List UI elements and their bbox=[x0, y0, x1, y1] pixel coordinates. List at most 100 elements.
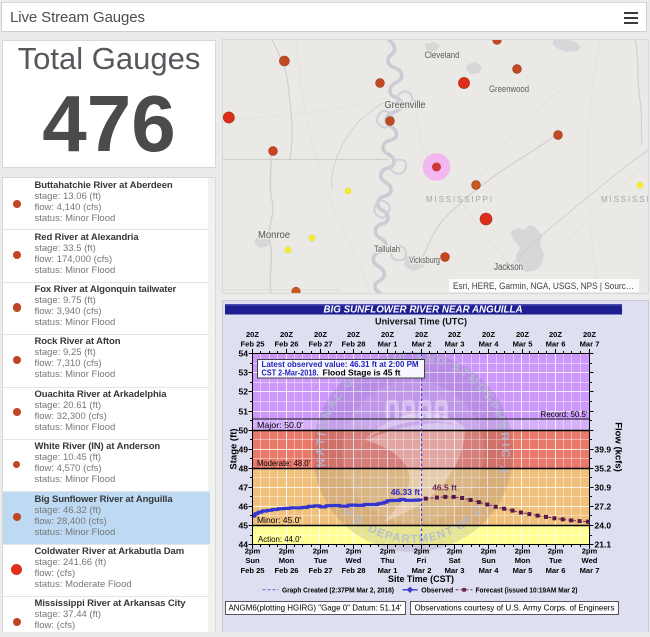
svg-text:30.9: 30.9 bbox=[595, 483, 612, 493]
svg-text:Mar 4: Mar 4 bbox=[479, 566, 500, 575]
svg-text:20Z: 20Z bbox=[347, 330, 360, 339]
svg-text:Feb 26: Feb 26 bbox=[274, 340, 298, 349]
svg-text:Vicksburg: Vicksburg bbox=[409, 255, 440, 265]
svg-text:20Z: 20Z bbox=[549, 330, 562, 339]
svg-text:Mar 2: Mar 2 bbox=[412, 340, 432, 349]
svg-text:Wed: Wed bbox=[582, 556, 598, 565]
svg-text:Mar 7: Mar 7 bbox=[580, 340, 600, 349]
svg-text:2pm: 2pm bbox=[380, 547, 396, 556]
svg-text:Site Time (CST): Site Time (CST) bbox=[388, 574, 454, 584]
svg-text:Feb 25: Feb 25 bbox=[240, 340, 265, 349]
svg-text:2pm: 2pm bbox=[582, 547, 598, 556]
svg-text:2pm: 2pm bbox=[548, 547, 564, 556]
svg-text:20Z: 20Z bbox=[280, 330, 293, 339]
svg-text:Observations courtesy of U.S.: Observations courtesy of U.S. Army Corps… bbox=[415, 604, 615, 613]
svg-text:Major: 50.0': Major: 50.0' bbox=[257, 421, 303, 430]
svg-text:ANGM6(plotting HGIRG) "Gage 0": ANGM6(plotting HGIRG) "Gage 0" Datum: 51… bbox=[229, 604, 402, 613]
svg-text:2pm: 2pm bbox=[279, 547, 295, 556]
svg-text:24.0: 24.0 bbox=[595, 521, 612, 531]
svg-text:Thu: Thu bbox=[381, 556, 395, 565]
svg-text:54: 54 bbox=[239, 349, 249, 359]
svg-text:53: 53 bbox=[239, 368, 249, 378]
svg-text:MISSISSIPPI: MISSISSIPPI bbox=[601, 195, 648, 204]
svg-text:2pm: 2pm bbox=[245, 547, 261, 556]
svg-text:20Z: 20Z bbox=[583, 330, 596, 339]
svg-text:45: 45 bbox=[239, 521, 249, 531]
svg-text:Universal Time (UTC): Universal Time (UTC) bbox=[375, 317, 467, 327]
svg-text:21.1: 21.1 bbox=[595, 540, 612, 550]
svg-text:20Z: 20Z bbox=[246, 330, 259, 339]
svg-text:Mar 1: Mar 1 bbox=[378, 566, 399, 575]
svg-text:Flow (kcfs): Flow (kcfs) bbox=[613, 422, 624, 472]
svg-text:Graph Created (2:37PM Mar 2, 2: Graph Created (2:37PM Mar 2, 2018) bbox=[282, 586, 394, 595]
svg-text:2pm: 2pm bbox=[414, 547, 430, 556]
svg-text:Sat: Sat bbox=[449, 556, 461, 565]
svg-text:Mar 5: Mar 5 bbox=[513, 340, 534, 349]
svg-text:Cleveland: Cleveland bbox=[425, 50, 460, 60]
svg-text:39.9: 39.9 bbox=[595, 445, 612, 455]
svg-text:Tue: Tue bbox=[549, 556, 562, 565]
svg-text:20Z: 20Z bbox=[516, 330, 529, 339]
svg-text:Mar 6: Mar 6 bbox=[546, 566, 566, 575]
svg-text:46.33 ft: 46.33 ft bbox=[391, 487, 420, 497]
svg-text:2pm: 2pm bbox=[515, 547, 531, 556]
svg-text:Mon: Mon bbox=[279, 556, 295, 565]
svg-text:Tue: Tue bbox=[314, 556, 327, 565]
svg-text:Jackson: Jackson bbox=[494, 261, 523, 273]
svg-text:44: 44 bbox=[239, 540, 249, 550]
svg-text:Feb 27: Feb 27 bbox=[308, 566, 332, 575]
svg-text:Wed: Wed bbox=[346, 556, 362, 565]
svg-text:Mar 2: Mar 2 bbox=[412, 566, 432, 575]
svg-text:2pm: 2pm bbox=[313, 547, 329, 556]
svg-text:46: 46 bbox=[239, 502, 249, 512]
svg-text:2pm: 2pm bbox=[481, 547, 497, 556]
svg-text:Flood Stage is 45 ft: Flood Stage is 45 ft bbox=[323, 368, 401, 377]
svg-text:MISSISSIPPI: MISSISSIPPI bbox=[426, 195, 494, 204]
svg-text:Sun: Sun bbox=[481, 556, 496, 565]
svg-text:20Z: 20Z bbox=[448, 330, 461, 339]
svg-text:Mar 3: Mar 3 bbox=[445, 340, 465, 349]
svg-text:20Z: 20Z bbox=[415, 330, 428, 339]
svg-text:Greenville: Greenville bbox=[385, 100, 426, 111]
svg-text:52: 52 bbox=[239, 387, 249, 397]
svg-text:CST 2-Mar-2018.: CST 2-Mar-2018. bbox=[262, 368, 319, 377]
svg-text:51: 51 bbox=[239, 407, 249, 417]
svg-text:Mar 4: Mar 4 bbox=[479, 340, 500, 349]
svg-text:Fri: Fri bbox=[417, 556, 427, 565]
svg-text:BIG SUNFLOWER RIVER NEAR ANGUI: BIG SUNFLOWER RIVER NEAR ANGUILLA bbox=[324, 305, 523, 316]
svg-text:20Z: 20Z bbox=[314, 330, 327, 339]
svg-text:20Z: 20Z bbox=[381, 330, 394, 339]
svg-text:Sun: Sun bbox=[245, 556, 260, 565]
svg-text:2pm: 2pm bbox=[346, 547, 362, 556]
svg-text:Feb 28: Feb 28 bbox=[341, 566, 365, 575]
svg-text:Moderate: 48.0': Moderate: 48.0' bbox=[257, 459, 310, 468]
svg-text:Observed: Observed bbox=[421, 586, 453, 595]
svg-text:Mar 3: Mar 3 bbox=[445, 566, 465, 575]
svg-text:46.5 ft: 46.5 ft bbox=[432, 483, 457, 493]
svg-text:Stage (ft): Stage (ft) bbox=[229, 428, 240, 469]
svg-text:Feb 25: Feb 25 bbox=[240, 566, 265, 575]
svg-text:Mar 1: Mar 1 bbox=[378, 340, 399, 349]
svg-text:Minor: 45.0': Minor: 45.0' bbox=[257, 516, 301, 525]
svg-text:49: 49 bbox=[239, 445, 249, 455]
svg-text:48: 48 bbox=[239, 464, 249, 474]
svg-text:Action: 44.0': Action: 44.0' bbox=[258, 535, 301, 544]
svg-text:Latest observed value: 46.31: Latest observed value: 46.31 ft at 2:00 … bbox=[262, 360, 419, 369]
svg-text:Esri, HERE, Garmin, NGA, USGS,: Esri, HERE, Garmin, NGA, USGS, NPS | Sou… bbox=[453, 281, 634, 291]
svg-text:Mar 5: Mar 5 bbox=[513, 566, 534, 575]
svg-text:Mon: Mon bbox=[515, 556, 531, 565]
svg-text:Mar 6: Mar 6 bbox=[546, 340, 566, 349]
svg-text:27.2: 27.2 bbox=[595, 502, 612, 512]
svg-text:Record: 50.5': Record: 50.5' bbox=[541, 410, 588, 419]
svg-text:Forecast (issued 10:19AM Mar 2: Forecast (issued 10:19AM Mar 2) bbox=[476, 586, 578, 595]
svg-text:47: 47 bbox=[239, 483, 249, 493]
svg-text:Mar 7: Mar 7 bbox=[580, 566, 600, 575]
svg-text:50: 50 bbox=[239, 426, 249, 436]
svg-text:20Z: 20Z bbox=[482, 330, 495, 339]
svg-text:Feb 27: Feb 27 bbox=[308, 340, 332, 349]
svg-text:Greenwood: Greenwood bbox=[489, 84, 529, 94]
svg-text:35.2: 35.2 bbox=[595, 464, 612, 474]
svg-text:Monroe: Monroe bbox=[258, 229, 290, 241]
svg-text:2pm: 2pm bbox=[447, 547, 463, 556]
svg-text:Feb 26: Feb 26 bbox=[274, 566, 298, 575]
